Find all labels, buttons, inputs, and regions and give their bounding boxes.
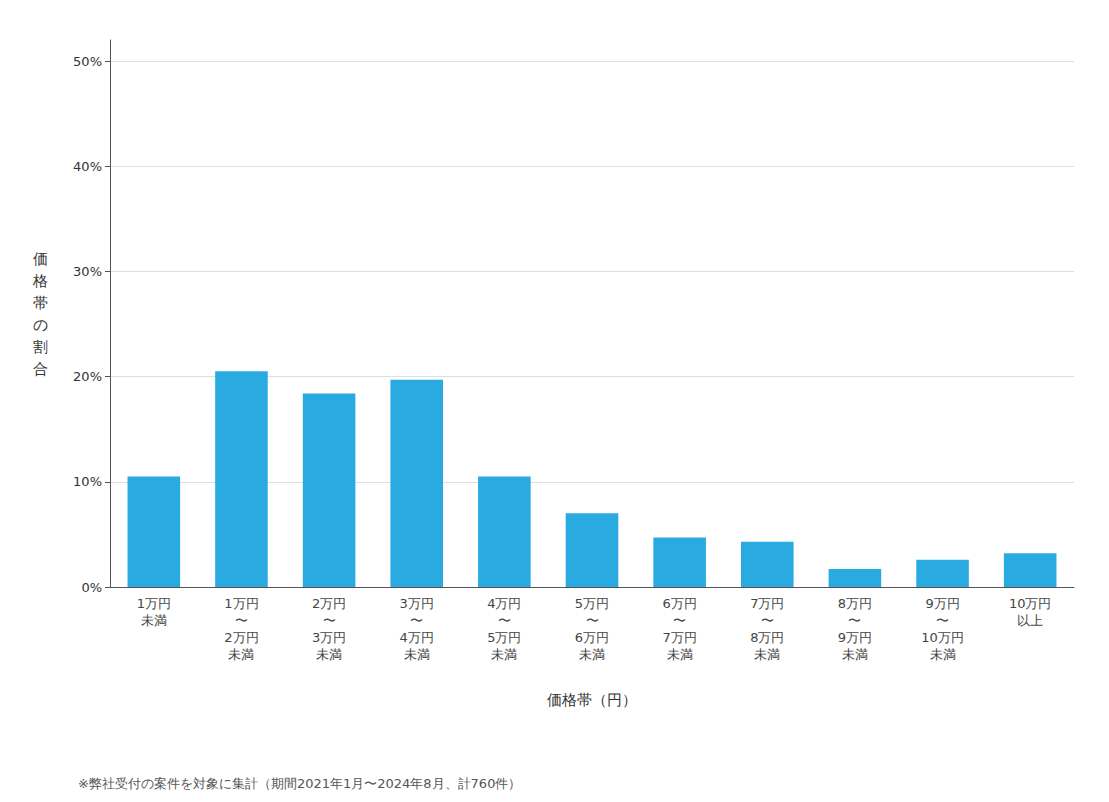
- svg-text:〜: 〜: [848, 613, 861, 628]
- svg-text:価格帯（円）: 価格帯（円）: [547, 691, 637, 709]
- svg-text:※弊社受付の案件を対象に集計（期間2021年1月〜2024年: ※弊社受付の案件を対象に集計（期間2021年1月〜2024年8月、計760件）: [78, 776, 521, 791]
- svg-text:帯: 帯: [33, 294, 48, 312]
- svg-text:10万円: 10万円: [921, 630, 964, 645]
- svg-text:格: 格: [32, 272, 48, 290]
- svg-text:の: の: [33, 316, 48, 334]
- svg-text:10万円: 10万円: [1009, 596, 1052, 611]
- svg-text:〜: 〜: [673, 613, 686, 628]
- svg-text:4万円: 4万円: [400, 630, 434, 645]
- svg-text:5万円: 5万円: [575, 596, 609, 611]
- svg-text:〜: 〜: [761, 613, 774, 628]
- svg-text:未満: 未満: [930, 647, 956, 662]
- svg-text:未満: 未満: [491, 647, 517, 662]
- svg-text:9万円: 9万円: [838, 630, 872, 645]
- svg-text:価: 価: [33, 250, 48, 268]
- svg-text:8万円: 8万円: [750, 630, 784, 645]
- svg-text:合: 合: [33, 360, 48, 378]
- svg-text:8万円: 8万円: [838, 596, 872, 611]
- svg-text:〜: 〜: [586, 613, 599, 628]
- svg-text:1万円: 1万円: [224, 596, 258, 611]
- svg-text:未満: 未満: [579, 647, 605, 662]
- svg-text:7万円: 7万円: [662, 630, 696, 645]
- svg-text:以上: 以上: [1017, 613, 1043, 628]
- svg-text:30%: 30%: [73, 264, 102, 279]
- svg-text:未満: 未満: [842, 647, 868, 662]
- svg-text:〜: 〜: [498, 613, 511, 628]
- svg-text:9万円: 9万円: [925, 596, 959, 611]
- svg-text:未満: 未満: [316, 647, 342, 662]
- svg-text:未満: 未満: [404, 647, 430, 662]
- svg-text:1万円: 1万円: [137, 596, 171, 611]
- svg-text:10%: 10%: [73, 474, 102, 489]
- svg-text:2万円: 2万円: [312, 596, 346, 611]
- svg-text:6万円: 6万円: [662, 596, 696, 611]
- svg-text:3万円: 3万円: [400, 596, 434, 611]
- svg-text:〜: 〜: [936, 613, 949, 628]
- svg-text:40%: 40%: [73, 159, 102, 174]
- svg-text:〜: 〜: [323, 613, 336, 628]
- svg-text:4万円: 4万円: [487, 596, 521, 611]
- svg-text:50%: 50%: [73, 54, 102, 69]
- svg-text:〜: 〜: [410, 613, 423, 628]
- svg-text:割: 割: [33, 338, 48, 356]
- svg-text:0%: 0%: [81, 580, 102, 595]
- svg-text:5万円: 5万円: [487, 630, 521, 645]
- svg-text:未満: 未満: [141, 613, 167, 628]
- svg-text:20%: 20%: [73, 369, 102, 384]
- svg-text:6万円: 6万円: [575, 630, 609, 645]
- svg-text:未満: 未満: [228, 647, 254, 662]
- svg-text:未満: 未満: [754, 647, 780, 662]
- svg-text:7万円: 7万円: [750, 596, 784, 611]
- svg-text:3万円: 3万円: [312, 630, 346, 645]
- svg-text:〜: 〜: [235, 613, 248, 628]
- svg-text:2万円: 2万円: [224, 630, 258, 645]
- svg-text:未満: 未満: [667, 647, 693, 662]
